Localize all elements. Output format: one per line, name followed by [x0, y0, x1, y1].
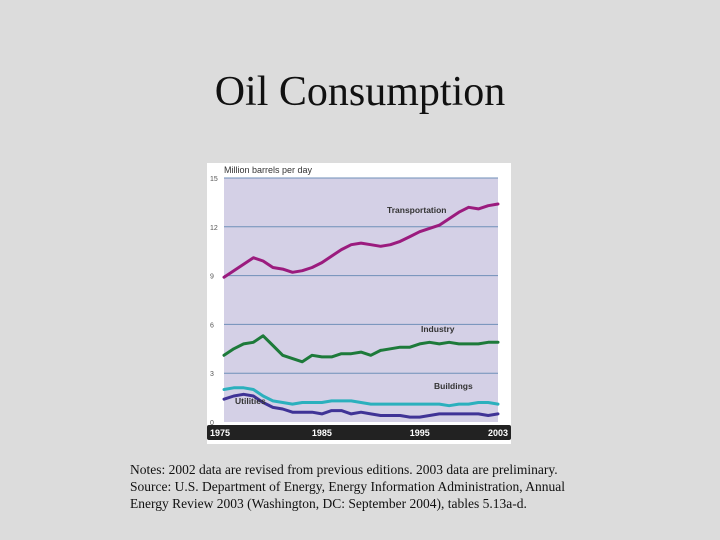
- y-axis-label: Million barrels per day: [224, 165, 313, 175]
- notes-line-3: Energy Review 2003 (Washington, DC: Sept…: [130, 496, 527, 511]
- x-tick-label: 1995: [410, 428, 430, 438]
- x-axis-band: [207, 425, 511, 440]
- notes-line-2: Source: U.S. Department of Energy, Energ…: [130, 479, 566, 494]
- notes-block: Notes: 2002 data are revised from previo…: [130, 461, 690, 512]
- y-tick-label: 6: [210, 322, 214, 329]
- series-label-buildings: Buildings: [434, 381, 473, 391]
- notes-line-1: Notes: 2002 data are revised from previo…: [130, 462, 558, 477]
- y-tick-label: 3: [210, 371, 214, 378]
- series-line-transportation: [222, 202, 500, 279]
- y-tick-label: 15: [210, 176, 218, 183]
- x-tick-label: 1975: [210, 428, 230, 438]
- series-line-utilities: [222, 392, 500, 419]
- series-label-utilities: Utilities: [235, 396, 266, 406]
- series-label-industry: Industry: [421, 324, 455, 334]
- x-tick-label: 1985: [312, 428, 332, 438]
- plot-area: [224, 178, 498, 422]
- series-line-buildings: [222, 386, 500, 408]
- x-tick-label: 2003: [488, 428, 508, 438]
- series-label-transportation: Transportation: [387, 205, 447, 215]
- series-line-industry: [222, 334, 500, 364]
- y-tick-label: 0: [210, 420, 214, 427]
- y-tick-label: 9: [210, 274, 214, 281]
- slide-title: Oil Consumption: [214, 69, 506, 115]
- oil-consumption-chart: Million barrels per day 0 3 6 9 12 15 1975 1985 1…: [207, 163, 511, 444]
- y-tick-label: 12: [210, 225, 218, 232]
- chart-svg: Million barrels per day 0 3 6 9 12 15 1975 1985 1…: [207, 165, 511, 440]
